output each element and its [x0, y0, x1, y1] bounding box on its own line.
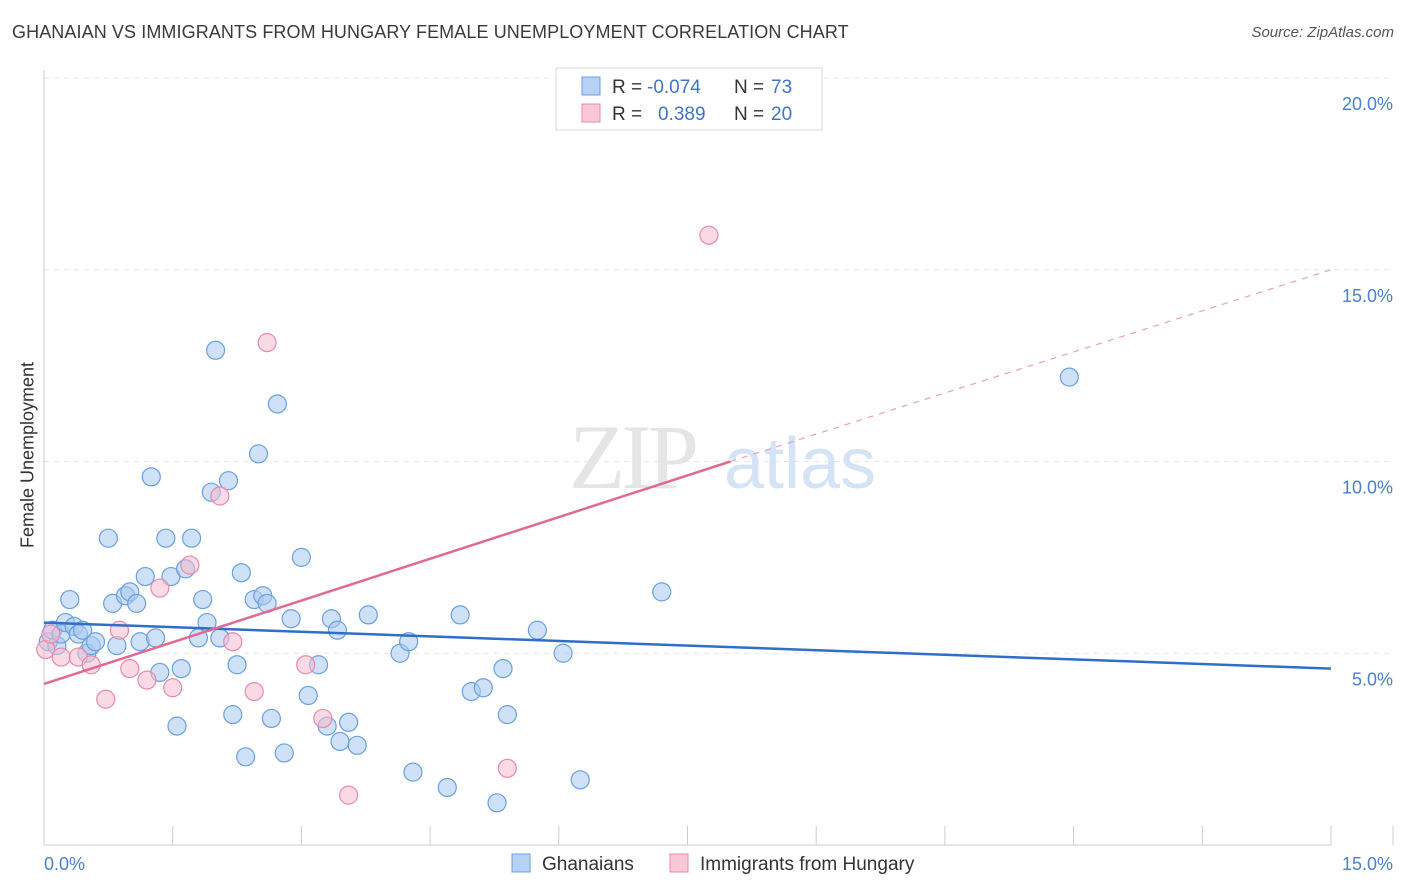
point-ghanaians [1059, 367, 1079, 387]
point-ghanaians [652, 582, 672, 602]
stats-n-value-1: 73 [771, 77, 792, 98]
point-ghanaians [145, 628, 166, 648]
point-ghanaians [347, 735, 367, 755]
stats-swatch-ghanaians [581, 76, 601, 96]
point-ghanaians [248, 444, 269, 464]
point-hungary [296, 655, 316, 675]
stats-r-value-1: -0.074 [647, 77, 701, 98]
point-ghanaians [403, 762, 423, 782]
point-ghanaians [227, 655, 247, 675]
point-ghanaians [298, 685, 318, 706]
point-ghanaians [127, 593, 147, 613]
page-title: GHANAIAN VS IMMIGRANTS FROM HUNGARY FEMA… [12, 22, 849, 42]
x-tick-label-max: 15.0% [1342, 854, 1393, 874]
stats-r-value-2: 0.389 [658, 104, 706, 125]
point-ghanaians [141, 467, 161, 487]
point-ghanaians [487, 793, 507, 813]
point-ghanaians [267, 394, 287, 414]
point-ghanaians [527, 620, 547, 640]
point-ghanaians [223, 705, 243, 725]
point-ghanaians [399, 632, 419, 652]
stats-swatch-hungary [581, 103, 601, 123]
trend-line-hungary-extension [730, 269, 1332, 463]
y-tick-labels: 5.0% 10.0% 15.0% 20.0% [1342, 94, 1393, 689]
series-legend: Ghanaians Immigrants from Hungary [511, 853, 915, 875]
point-ghanaians [167, 716, 187, 736]
y-tick-label: 10.0% [1342, 478, 1393, 498]
point-ghanaians [261, 708, 281, 729]
point-ghanaians [206, 340, 226, 360]
point-ghanaians [171, 658, 191, 679]
point-ghanaians [98, 528, 118, 548]
watermark-zip: ZIP [569, 406, 696, 508]
point-ghanaians [358, 605, 378, 625]
point-hungary [338, 785, 359, 805]
point-ghanaians [497, 705, 517, 725]
point-ghanaians [231, 563, 251, 583]
point-hungary [96, 689, 116, 709]
point-hungary [257, 333, 277, 353]
trend-lines [43, 269, 1332, 686]
stats-n-value-2: 20 [771, 104, 792, 125]
point-ghanaians [330, 731, 350, 752]
point-ghanaians [473, 678, 493, 698]
point-ghanaians [570, 770, 590, 790]
source-label: Source: ZipAtlas.com [1251, 24, 1394, 41]
point-hungary [150, 578, 170, 598]
point-ghanaians [338, 712, 359, 732]
stats-r-label-1: R = [612, 77, 642, 98]
stats-r-label-2: R = [612, 104, 642, 125]
point-ghanaians [193, 589, 213, 610]
point-ghanaians [156, 528, 176, 548]
legend-label-ghanaians[interactable]: Ghanaians [542, 854, 634, 875]
point-hungary [497, 758, 517, 778]
point-ghanaians [181, 528, 202, 548]
legend-swatch-ghanaians[interactable] [511, 853, 531, 873]
x-ticks [43, 826, 1394, 845]
legend-swatch-hungary[interactable] [669, 853, 689, 873]
trend-line-hungary [43, 460, 731, 686]
stats-n-label-1: N = [734, 77, 764, 98]
stats-legend: R = -0.074 N = 73 R = 0.389 N = 20 [555, 67, 823, 131]
legend-label-hungary[interactable]: Immigrants from Hungary [700, 854, 915, 875]
point-ghanaians [218, 471, 239, 491]
y-tick-label: 20.0% [1342, 94, 1393, 114]
point-ghanaians [327, 620, 348, 640]
x-tick-label-min: 0.0% [44, 854, 85, 874]
point-ghanaians [85, 632, 106, 652]
point-hungary [244, 681, 264, 702]
y-tick-label: 15.0% [1342, 286, 1393, 306]
stats-n-label-2: N = [734, 104, 764, 125]
point-hungary [41, 624, 61, 644]
point-hungary [223, 632, 243, 652]
point-hungary [313, 708, 333, 729]
watermark: ZIP atlas [569, 406, 876, 508]
point-ghanaians [73, 620, 93, 640]
point-hungary [120, 658, 140, 679]
point-hungary [137, 670, 157, 690]
point-hungary [163, 678, 183, 698]
trend-line-ghanaians [43, 621, 1332, 670]
point-hungary [180, 555, 200, 575]
point-hungary [51, 647, 71, 667]
points-layer [36, 225, 1079, 813]
point-ghanaians [281, 609, 301, 629]
point-ghanaians [493, 658, 513, 679]
point-ghanaians [274, 743, 294, 763]
point-ghanaians [437, 777, 457, 798]
point-ghanaians [450, 605, 470, 625]
y-tick-label: 5.0% [1352, 669, 1393, 689]
point-ghanaians [60, 589, 80, 610]
point-hungary [699, 225, 719, 245]
point-ghanaians [553, 643, 573, 663]
point-hungary [210, 486, 230, 506]
point-ghanaians [236, 747, 256, 767]
watermark-atlas: atlas [724, 424, 876, 504]
point-ghanaians [291, 547, 311, 567]
point-ghanaians [135, 566, 155, 587]
